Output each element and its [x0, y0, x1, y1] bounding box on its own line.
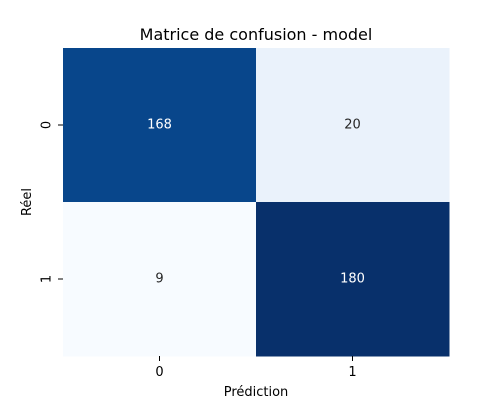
heatmap-cell-1-0: [63, 202, 257, 357]
heatmap-cell-0-0: [63, 48, 257, 203]
y-tick-label-1: 1: [40, 275, 55, 283]
heatmap-cell-0-1: [256, 48, 450, 203]
cell-value-label-1-1: 180: [340, 272, 365, 287]
y-tick-label-0: 0: [40, 121, 55, 129]
heatmap-cell-1-1: [256, 202, 450, 357]
chart-title: Matrice de confusion - model: [140, 25, 373, 44]
x-tick-label-1: 1: [348, 365, 356, 380]
heatmap-cells: 168 20 9 180: [63, 48, 450, 357]
cell-value-label-0-0: 168: [147, 118, 172, 133]
y-axis-label: Réel: [20, 188, 35, 216]
y-axis-ticks: 01: [40, 121, 63, 283]
cell-value-label-1-0: 9: [155, 272, 163, 287]
x-axis-label: Prédiction: [224, 385, 289, 400]
cell-value-label-0-1: 20: [344, 118, 361, 133]
x-tick-label-0: 0: [155, 365, 163, 380]
